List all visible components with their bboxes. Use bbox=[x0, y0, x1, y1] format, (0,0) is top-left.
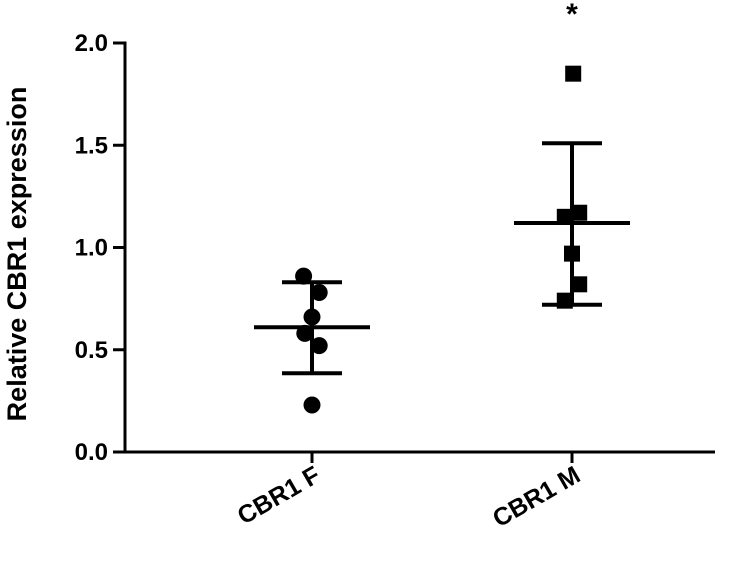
data-point bbox=[564, 245, 580, 262]
x-tick-label: CBR1 F bbox=[233, 461, 325, 530]
data-point bbox=[303, 396, 321, 414]
data-point bbox=[303, 308, 321, 326]
data-point bbox=[565, 65, 582, 82]
y-tick-label: 0.0 bbox=[75, 439, 108, 466]
x-ticks: CBR1 F CBR1 M bbox=[233, 452, 585, 533]
y-ticks: 0.0 0.5 1.0 1.5 2.0 bbox=[75, 30, 125, 466]
y-axis-title: Relative CBR1 expression bbox=[2, 87, 32, 422]
data-point bbox=[556, 292, 573, 309]
series-1 bbox=[254, 267, 370, 414]
data-point bbox=[310, 337, 328, 355]
data-point bbox=[295, 267, 313, 285]
data-point bbox=[571, 276, 588, 293]
y-tick-label: 1.0 bbox=[75, 235, 108, 262]
y-tick-label: 0.5 bbox=[75, 337, 108, 364]
data-point bbox=[571, 204, 588, 221]
x-axis: CBR1 F CBR1 M bbox=[125, 450, 715, 533]
data-point bbox=[296, 324, 314, 342]
series-2: * bbox=[514, 0, 630, 309]
y-tick-label: 1.5 bbox=[75, 132, 108, 159]
y-axis: 0.0 0.5 1.0 1.5 2.0 bbox=[75, 30, 127, 466]
data-point bbox=[310, 283, 328, 301]
y-tick-label: 2.0 bbox=[75, 30, 108, 57]
significance-marker: * bbox=[566, 0, 578, 31]
x-tick-label: CBR1 M bbox=[488, 461, 585, 533]
plot-area: * bbox=[254, 0, 630, 414]
data-point bbox=[556, 208, 573, 225]
